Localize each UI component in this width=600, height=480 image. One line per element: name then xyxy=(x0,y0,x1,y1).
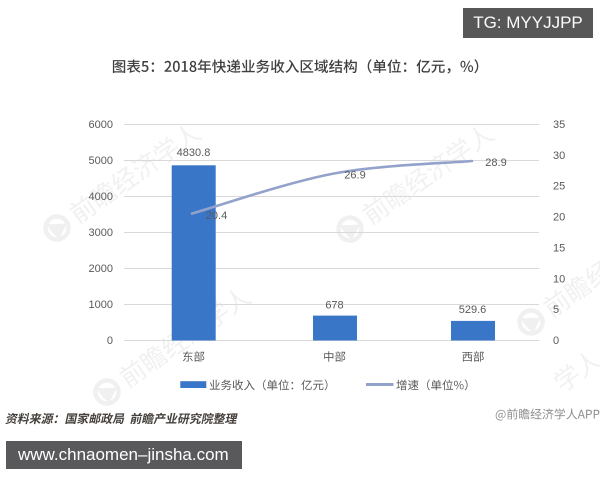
svg-text:28.9: 28.9 xyxy=(485,157,506,169)
svg-text:20.4: 20.4 xyxy=(206,210,227,222)
svg-text:20: 20 xyxy=(553,212,565,224)
svg-text:1000: 1000 xyxy=(89,299,113,311)
svg-text:10: 10 xyxy=(553,273,565,285)
svg-text:5: 5 xyxy=(553,304,559,316)
svg-text:6000: 6000 xyxy=(89,119,113,131)
svg-text:0: 0 xyxy=(107,335,113,347)
svg-text:529.6: 529.6 xyxy=(459,304,487,316)
svg-text:2000: 2000 xyxy=(89,263,113,275)
svg-text:30: 30 xyxy=(553,150,565,162)
svg-text:26.9: 26.9 xyxy=(344,170,365,182)
svg-text:0: 0 xyxy=(553,335,559,347)
svg-text:15: 15 xyxy=(553,242,565,254)
svg-text:4830.8: 4830.8 xyxy=(177,147,211,159)
svg-text:4000: 4000 xyxy=(89,191,113,203)
svg-text:678: 678 xyxy=(325,300,343,312)
svg-text:35: 35 xyxy=(553,119,565,131)
svg-text:25: 25 xyxy=(553,181,565,193)
svg-text:5000: 5000 xyxy=(89,155,113,167)
svg-text:3000: 3000 xyxy=(89,227,113,239)
